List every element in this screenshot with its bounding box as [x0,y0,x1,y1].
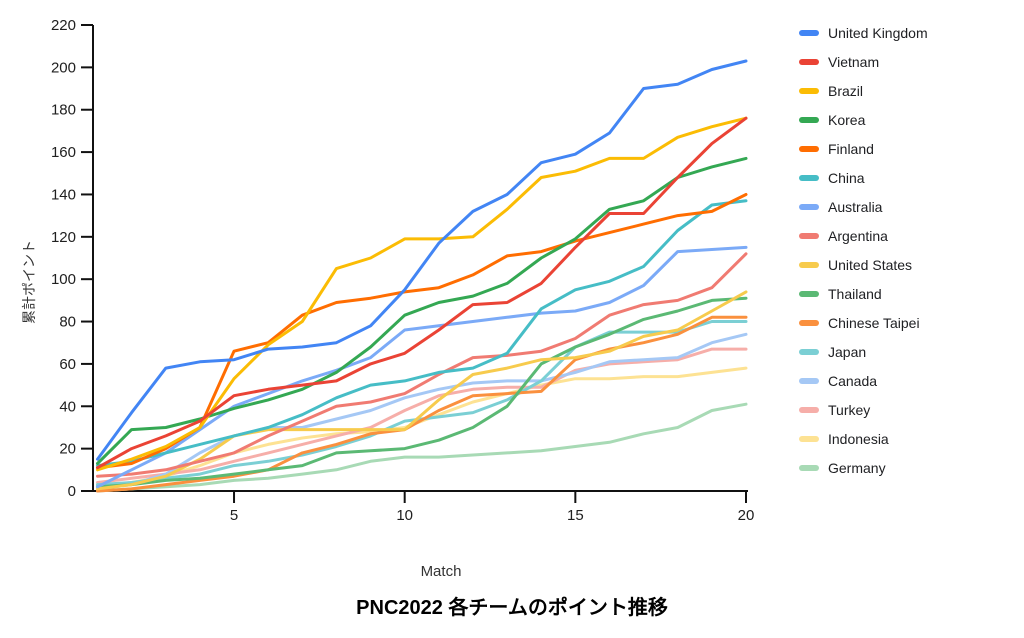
y-tick-label: 140 [51,186,76,203]
series-line-brazil [96,116,748,472]
legend-item-japan: Japan [799,337,928,366]
legend-swatch-germany [799,464,819,471]
legend-item-thailand: Thailand [799,279,928,308]
legend-item-argentina: Argentina [799,221,928,250]
legend-item-australia: Australia [799,192,928,221]
legend-swatch-japan [799,348,819,355]
y-tick-label: 20 [59,441,76,458]
legend-label-turkey: Turkey [828,401,871,418]
legend-label-china: China [828,169,865,186]
legend-item-germany: Germany [799,453,928,482]
series-line-vietnam [96,116,748,470]
legend-item-indonesia: Indonesia [799,424,928,453]
series-line-germany [96,402,748,493]
legend-label-united-kingdom: United Kingdom [828,24,928,41]
y-tick-label: 100 [51,271,76,288]
legend-swatch-united-states [799,261,819,268]
legend-swatch-argentina [799,232,819,239]
legend-item-turkey: Turkey [799,395,928,424]
y-tick-label: 80 [59,314,76,331]
legend-swatch-turkey [799,406,819,413]
series-line-finland [96,193,748,470]
y-tick-label: 160 [51,144,76,161]
legend-label-chinese-taipei: Chinese Taipei [828,314,920,331]
x-tick-label: 20 [738,507,755,524]
series-line-turkey [96,347,748,484]
legend-item-chinese-taipei: Chinese Taipei [799,308,928,337]
legend-item-china: China [799,163,928,192]
y-tick-label: 180 [51,102,76,119]
legend-label-korea: Korea [828,111,866,128]
legend-swatch-korea [799,116,819,123]
legend-label-argentina: Argentina [828,227,888,244]
series-line-argentina [96,252,748,478]
legend-swatch-canada [799,377,819,384]
legend-label-brazil: Brazil [828,82,864,99]
y-tick-label: 120 [51,229,76,246]
y-tick-label: 60 [59,356,76,373]
y-tick-label: 200 [51,59,76,76]
legend-item-united-states: United States [799,250,928,279]
legend-label-thailand: Thailand [828,285,882,302]
legend-label-japan: Japan [828,343,867,360]
x-tick-label: 5 [230,507,238,524]
x-axis-title: Match [420,563,462,580]
legend-item-canada: Canada [799,366,928,395]
y-tick-label: 220 [51,17,76,34]
legend-swatch-finland [799,145,819,152]
x-tick-label: 15 [567,507,584,524]
legend-label-canada: Canada [828,372,878,389]
legend-label-indonesia: Indonesia [828,430,889,447]
legend-label-germany: Germany [828,459,886,476]
legend-label-united-states: United States [828,256,913,273]
series-line-united-kingdom [96,59,748,461]
legend-swatch-thailand [799,290,819,297]
y-tick-label: 0 [68,483,76,500]
legend-item-brazil: Brazil [799,76,928,105]
legend-swatch-australia [799,203,819,210]
y-tick-label: 40 [59,398,76,415]
legend-swatch-china [799,174,819,181]
legend-label-finland: Finland [828,140,874,157]
legend-label-vietnam: Vietnam [828,53,880,70]
legend-item-united-kingdom: United Kingdom [799,18,928,47]
series-line-canada [96,332,748,491]
series-line-thailand [96,296,748,489]
y-axis-title: 累計ポイント [21,240,37,324]
legend-item-vietnam: Vietnam [799,47,928,76]
series-line-china [96,199,748,468]
legend-swatch-united-kingdom [799,29,819,36]
x-tick-label: 10 [396,507,413,524]
series-line-united-states [96,290,748,491]
legend-swatch-vietnam [799,58,819,65]
chart-title: PNC2022 各チームのポイント推移 [356,597,668,619]
legend-swatch-brazil [799,87,819,94]
legend-swatch-indonesia [799,435,819,442]
series-line-chinese-taipei [96,315,748,493]
legend-label-australia: Australia [828,198,883,215]
legend: United Kingdom Vietnam Brazil Korea Finland C… [799,18,928,482]
legend-item-finland: Finland [799,134,928,163]
legend-swatch-chinese-taipei [799,319,819,326]
legend-item-korea: Korea [799,105,928,134]
series-line-australia [96,245,748,489]
